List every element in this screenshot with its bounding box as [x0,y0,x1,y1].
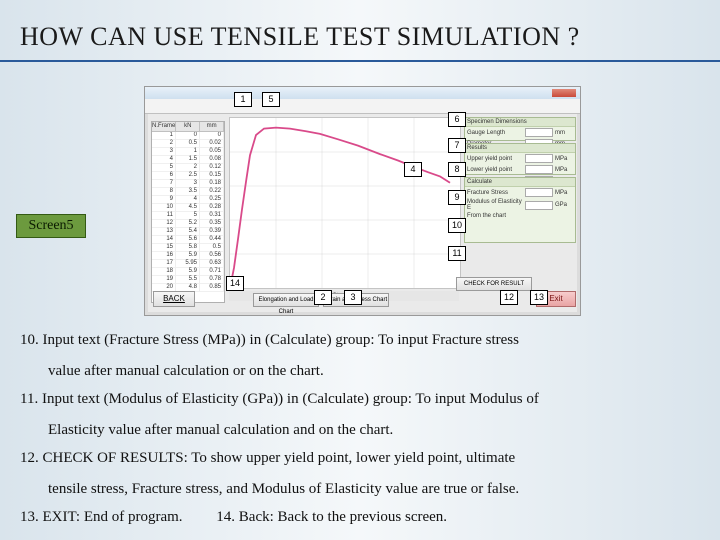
callout-9: 9 [448,190,466,205]
callout-7: 7 [448,138,466,153]
window-titlebar [145,87,580,99]
field-label: Fracture Stress [467,190,523,196]
input-field[interactable] [525,201,553,210]
callout-6: 6 [448,112,466,127]
callout-4: 4 [404,162,422,177]
list-item: 12. CHECK OF RESULTS: To show upper yiel… [20,444,698,473]
callout-3: 3 [344,290,362,305]
unit-label: MPa [555,190,573,196]
col-head: mm [200,122,224,131]
list-text: 14. Back: Back to the previous screen. [216,509,447,525]
panel-title: Results [465,144,575,153]
callout-2: 2 [314,290,332,305]
list-item-cont: tensile stress, Fracture stress, and Mod… [20,475,698,504]
table-header: N.Frame kN mm [152,122,224,132]
callout-1: 1 [234,92,252,107]
app-screenshot: N.Frame kN mm 10020.50.02310.0541.50.085… [144,86,581,316]
list-item-cont: value after manual calculation or on the… [20,357,698,386]
col-head: kN [176,122,200,131]
callout-14: 14 [226,276,244,291]
panel-results: Results Upper yield point MPa Lower yield… [464,143,576,175]
callout-13: 13 [530,290,548,305]
callout-11: 11 [448,246,466,261]
panel-title: Specimen Dimensions [465,118,575,127]
col-head: N.Frame [152,122,176,131]
panel-title: Calculate [465,178,575,187]
back-button[interactable]: BACK [153,291,195,307]
callout-10: 10 [448,218,466,233]
field-label: Upper yield point [467,156,523,162]
instruction-list: 10. Input text (Fracture Stress (MPa)) i… [20,326,698,534]
callout-12: 12 [500,290,518,305]
window-toolbar [145,99,580,114]
field-label: Gauge Length [467,130,523,136]
field-label: Modulus of Elasticity E [467,199,523,211]
panel-specimen: Specimen Dimensions Gauge Lengthmm Diame… [464,117,576,141]
unit-label: MPa [555,167,573,173]
list-item-cont: Elasticity value after manual calculatio… [20,416,698,445]
unit-label: GPa [555,202,573,208]
input-field[interactable] [525,188,553,197]
list-text: 13. EXIT: End of program. [20,509,183,525]
input-field[interactable] [525,154,553,163]
input-field[interactable] [525,165,553,174]
list-item: 10. Input text (Fracture Stress (MPa)) i… [20,326,698,355]
list-item: 11. Input text (Modulus of Elasticity (G… [20,385,698,414]
table-body: 10020.50.02310.0541.50.08520.1262.50.157… [152,132,224,302]
unit-label: mm [555,130,573,136]
callout-8: 8 [448,162,466,177]
check-results-button[interactable]: CHECK FOR RESULT [456,277,532,291]
list-item: 13. EXIT: End of program. 14. Back: Back… [20,503,698,532]
callout-5: 5 [262,92,280,107]
unit-label: MPa [555,156,573,162]
slide-title: HOW CAN USE TENSILE TEST SIMULATION ? [20,22,580,52]
title-underline [0,60,720,62]
elongation-chart-button[interactable]: Elongation and Load Chart [253,293,319,307]
panel-calculate: Calculate Fracture Stress MPa Modulus of … [464,177,576,243]
field-label: Lower yield point [467,167,523,173]
data-table: N.Frame kN mm 10020.50.02310.0541.50.085… [151,121,225,303]
field-label: From the chart [467,213,573,219]
input-field[interactable] [525,128,553,137]
stress-strain-chart [229,117,461,289]
screen-label: Screen5 [16,214,86,238]
